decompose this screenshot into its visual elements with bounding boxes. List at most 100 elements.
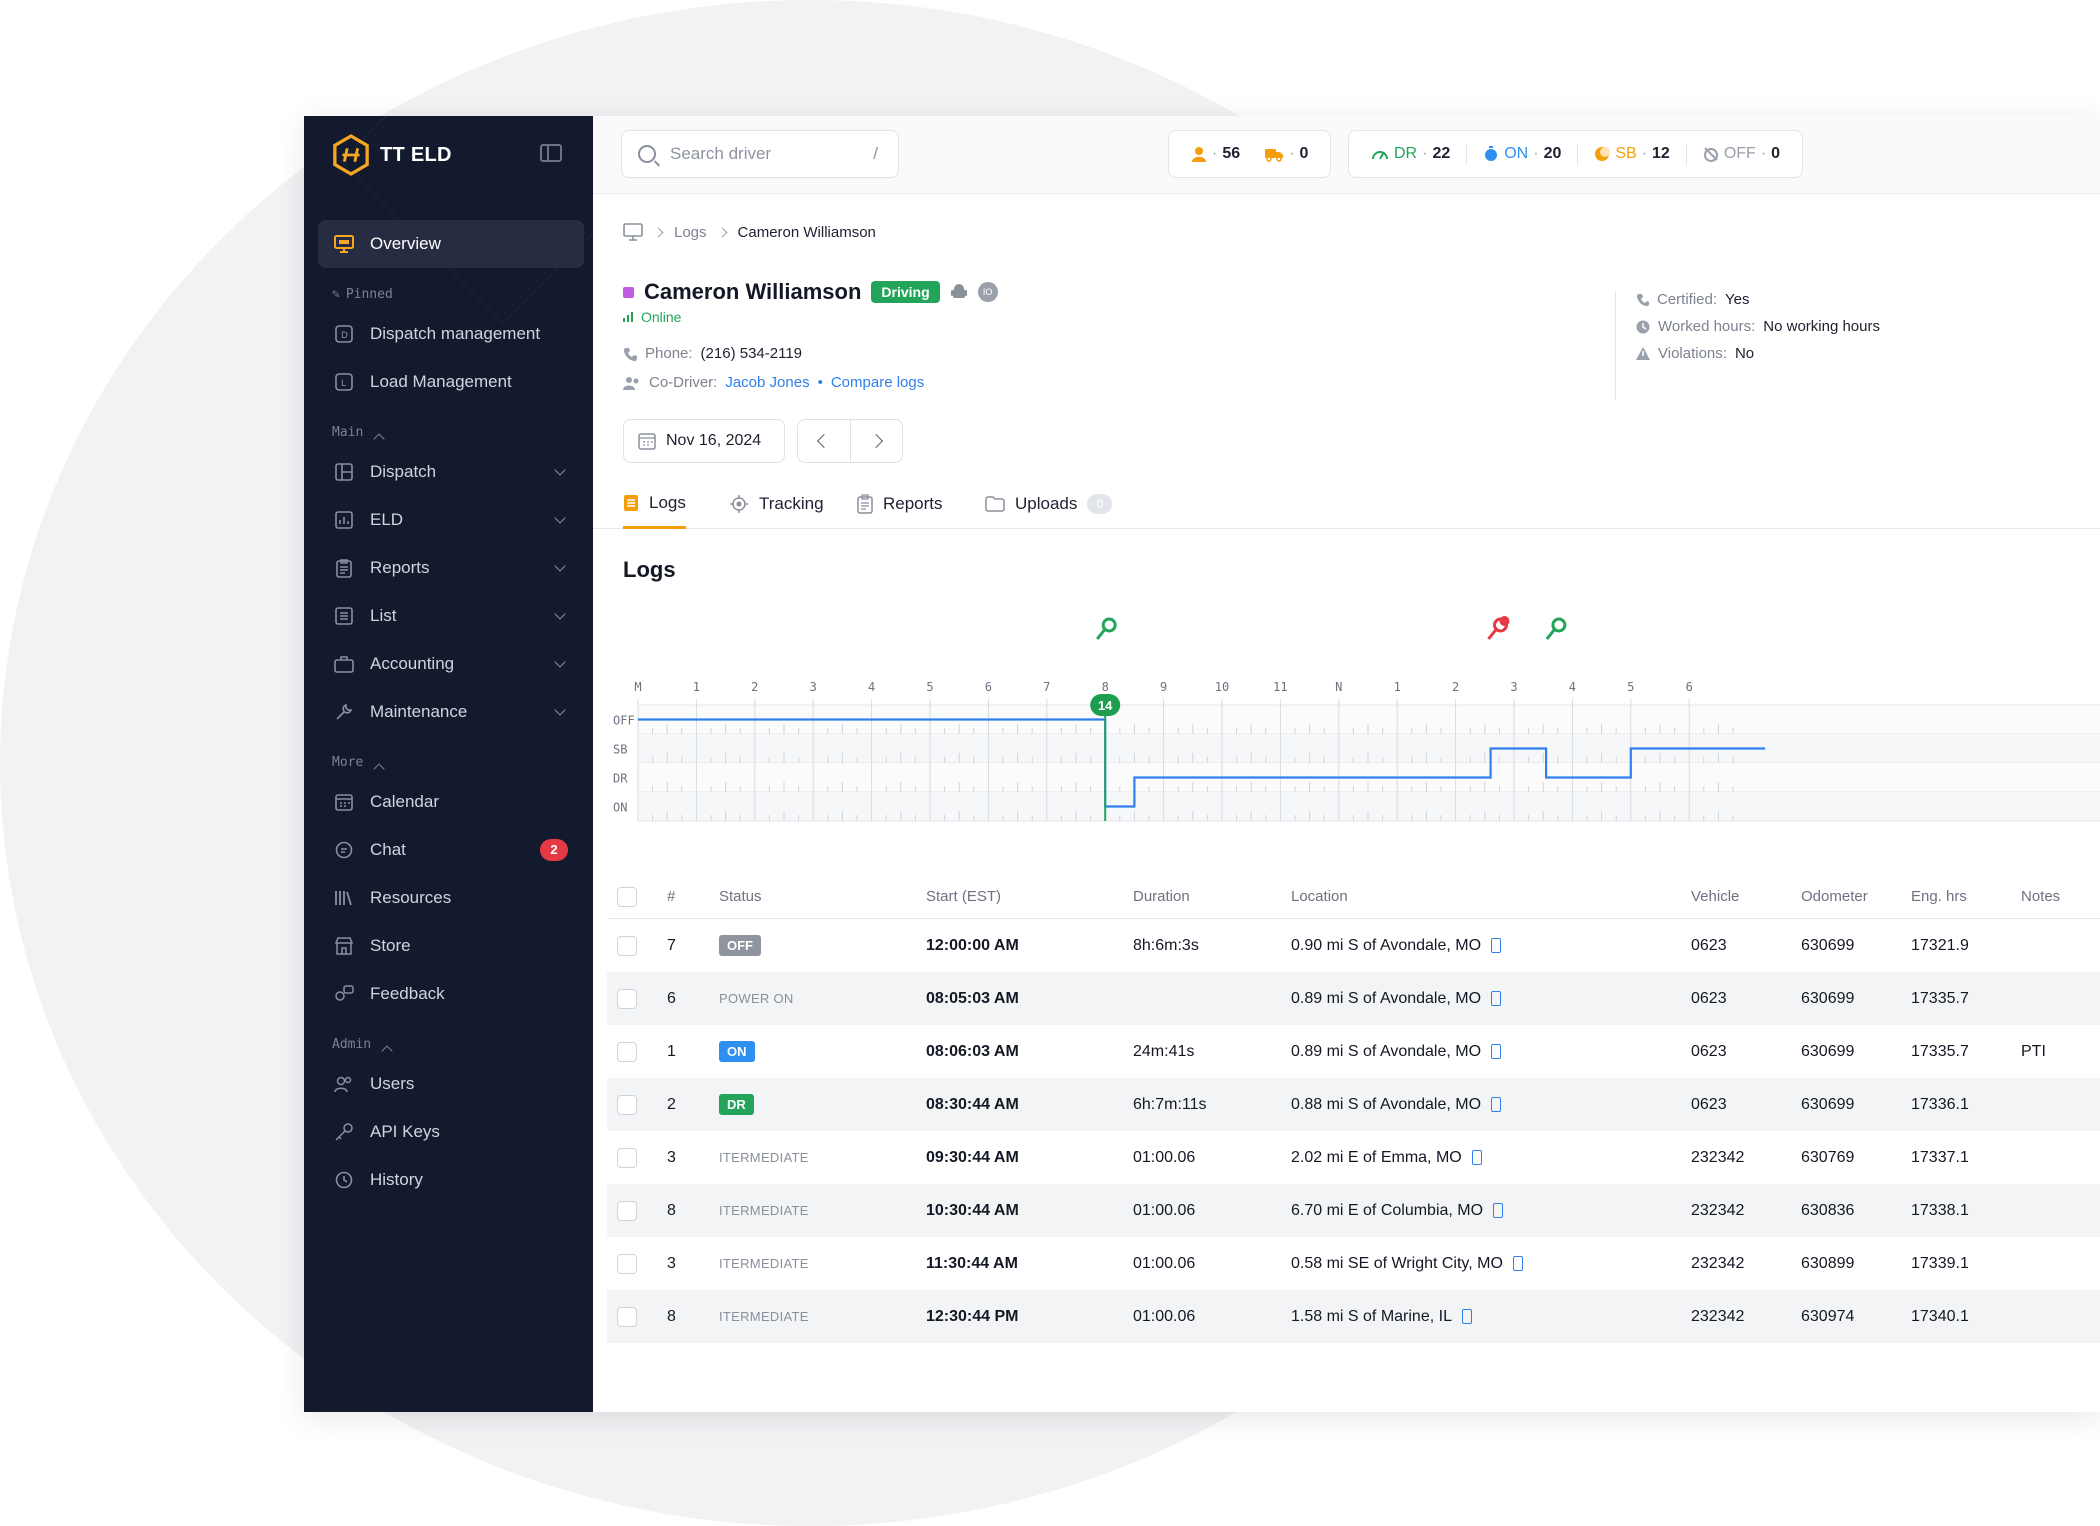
copy-icon[interactable] — [1493, 1203, 1504, 1218]
tab-label: Reports — [883, 494, 943, 513]
divider — [1577, 143, 1579, 165]
copy-icon[interactable] — [1461, 1309, 1472, 1324]
table-row[interactable]: 3 ITERMEDIATE 11:30:44 AM 01:00.06 0.58 mi S… — [607, 1237, 2100, 1290]
table-row[interactable]: 8 ITERMEDIATE 10:30:44 AM 01:00.06 6.70 mi E… — [607, 1184, 2100, 1237]
sidebar-item-overview[interactable]: Overview — [318, 220, 584, 268]
row-checkbox[interactable] — [617, 1306, 637, 1327]
row-checkbox[interactable] — [617, 935, 637, 956]
table-row[interactable]: 2 DR 08:30:44 AM 6h:7m:11s 0.88 mi S of Avon… — [607, 1078, 2100, 1131]
copy-icon[interactable] — [1491, 938, 1502, 953]
table-row[interactable]: 8 ITERMEDIATE 12:30:44 PM 01:00.06 1.58 mi S… — [607, 1290, 2100, 1343]
codriver-link[interactable]: Jacob Jones — [725, 374, 810, 391]
col-header[interactable]: Start (EST) — [926, 888, 1002, 905]
sidebar-item-accounting[interactable]: Accounting — [318, 640, 584, 688]
sidebar: TT ELD Overview ✎ Pinned D Dispatch manag… — [304, 116, 593, 1412]
sidebar-item-calendar[interactable]: Calendar — [318, 778, 584, 826]
driver-header: Cameron Williamson Driving IO Online Pho… — [623, 279, 998, 391]
marker-badge — [1090, 694, 1121, 716]
tab-tracking[interactable]: Tracking — [729, 479, 824, 529]
table-row[interactable]: 6 POWER ON 08:05:03 AM 0.89 mi S of Avondal… — [607, 972, 2100, 1025]
sidebar-item-history[interactable]: History — [318, 1156, 584, 1204]
online-status: Online — [623, 309, 998, 325]
col-header[interactable]: Eng. hrs — [1911, 888, 1967, 905]
sidebar-item-store[interactable]: Store — [318, 922, 584, 970]
sidebar-item-dispatch-management[interactable]: D Dispatch management — [318, 310, 584, 358]
odometer: 630899 — [1801, 1254, 1855, 1272]
sb-stat[interactable]: SB · 12 — [1586, 145, 1677, 163]
letter-l-icon: L — [334, 372, 354, 392]
hos-log-chart[interactable]: OFF SB DR ON M 1 2 3 4 5 6 7 8 9 10 11 N 1 2 3 4 5 6 14 — [593, 605, 2100, 835]
copy-icon[interactable] — [1491, 991, 1502, 1006]
col-header[interactable]: Notes — [2021, 888, 2061, 905]
copy-icon[interactable] — [1491, 1097, 1502, 1112]
copy-icon[interactable] — [1471, 1150, 1482, 1165]
sidebar-item-label: Dispatch — [370, 462, 437, 481]
row-checkbox[interactable] — [617, 1200, 637, 1221]
next-day-button[interactable] — [851, 420, 903, 462]
row-label: OFF — [613, 714, 635, 728]
copy-icon[interactable] — [1491, 1044, 1502, 1059]
users-icon — [334, 1074, 354, 1094]
section-main[interactable]: Main — [318, 406, 584, 448]
col-header[interactable]: Vehicle — [1691, 888, 1740, 905]
col-header[interactable]: # — [667, 888, 676, 905]
tab-uploads[interactable]: Uploads 0 — [985, 479, 1113, 529]
drivers-stat[interactable]: · 56 — [1183, 145, 1248, 163]
on-stat[interactable]: ON · 20 — [1475, 145, 1569, 163]
sidebar-item-chat[interactable]: Chat 2 — [318, 826, 584, 874]
sidebar-item-list[interactable]: List — [318, 592, 584, 640]
divider — [1685, 143, 1687, 165]
fleet-stats: · 56 · 0 — [1168, 130, 1332, 178]
sidebar-item-feedback[interactable]: Feedback — [318, 970, 584, 1018]
engine-hours: 17339.1 — [1911, 1254, 1969, 1272]
section-more[interactable]: More — [318, 736, 584, 778]
sidebar-item-reports[interactable]: Reports — [318, 544, 584, 592]
breadcrumb-logs[interactable]: Logs — [674, 223, 707, 241]
tab-reports[interactable]: Reports — [857, 479, 943, 529]
dr-stat[interactable]: DR · 22 — [1363, 145, 1458, 163]
table-header: # Status Start (EST) Duration Location V… — [607, 875, 2100, 919]
sidebar-collapse-icon[interactable] — [540, 144, 562, 162]
date-picker[interactable]: Nov 16, 2024 — [623, 419, 785, 463]
section-admin[interactable]: Admin — [318, 1018, 584, 1060]
row-checkbox[interactable] — [617, 1041, 637, 1062]
search-input[interactable]: Search driver / — [621, 130, 899, 178]
row-checkbox[interactable] — [617, 1094, 637, 1115]
sidebar-item-load-management[interactable]: L Load Management — [318, 358, 584, 406]
table-row[interactable]: 1 ON 08:06:03 AM 24m:41s 0.89 mi S of Avonda… — [607, 1025, 2100, 1078]
table-row[interactable]: 7 OFF 12:00:00 AM 8h:6m:3s 0.90 mi S of Avon… — [607, 919, 2100, 972]
table-row[interactable]: 3 ITERMEDIATE 09:30:44 AM 01:00.06 2.02 mi E… — [607, 1131, 2100, 1184]
chat-icon — [334, 840, 354, 860]
section-label: More — [332, 755, 364, 770]
row-checkbox[interactable] — [617, 988, 637, 1009]
hour-label: 5 — [926, 680, 933, 694]
col-header[interactable]: Location — [1291, 888, 1348, 905]
history-icon — [334, 1170, 354, 1190]
col-header[interactable]: Status — [719, 888, 762, 905]
monitor-icon[interactable] — [623, 223, 643, 241]
driver-icon — [1192, 147, 1206, 162]
driver-color-indicator — [623, 286, 634, 298]
sidebar-item-users[interactable]: Users — [318, 1060, 584, 1108]
app-logo[interactable]: TT ELD — [332, 134, 452, 176]
sidebar-item-resources[interactable]: Resources — [318, 874, 584, 922]
row-checkbox[interactable] — [617, 1147, 637, 1168]
warning-icon — [1636, 347, 1650, 360]
select-all-checkbox[interactable] — [617, 886, 637, 907]
col-header[interactable]: Odometer — [1801, 888, 1868, 905]
sidebar-item-api-keys[interactable]: API Keys — [318, 1108, 584, 1156]
compare-logs-link[interactable]: Compare logs — [830, 374, 925, 391]
col-header[interactable]: Duration — [1133, 888, 1190, 905]
tab-logs[interactable]: Logs — [623, 479, 686, 529]
prev-day-button[interactable] — [798, 420, 851, 462]
off-stat[interactable]: OFF · 0 — [1695, 145, 1788, 163]
sidebar-item-label: History — [370, 1170, 423, 1189]
board-icon — [334, 462, 354, 482]
row-number: 3 — [667, 1254, 676, 1272]
sidebar-item-maintenance[interactable]: Maintenance — [318, 688, 584, 736]
row-checkbox[interactable] — [617, 1253, 637, 1274]
sidebar-item-eld[interactable]: ELD — [318, 496, 584, 544]
copy-icon[interactable] — [1512, 1256, 1523, 1271]
sidebar-item-dispatch[interactable]: Dispatch — [318, 448, 584, 496]
trucks-stat[interactable]: · 0 — [1256, 145, 1316, 163]
